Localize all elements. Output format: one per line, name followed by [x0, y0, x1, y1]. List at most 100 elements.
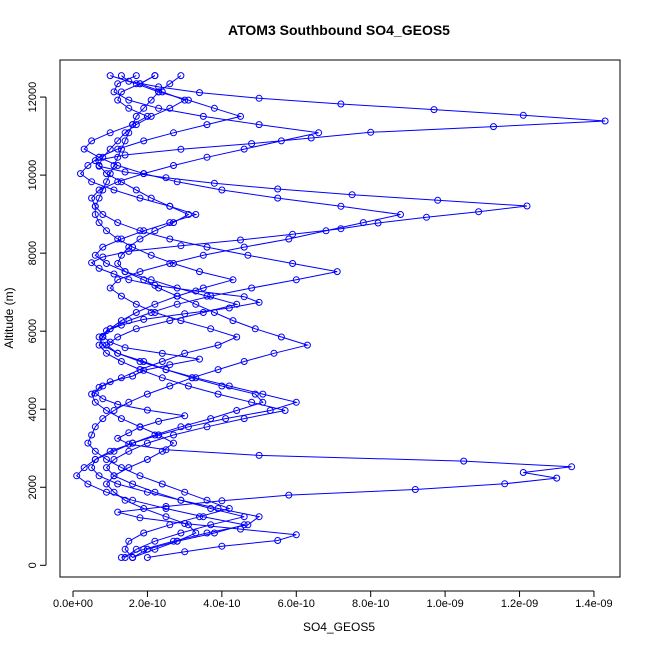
- data-point: [214, 505, 222, 512]
- data-point: [181, 548, 189, 556]
- data-point: [136, 423, 144, 431]
- data-point: [255, 451, 263, 459]
- data-point: [289, 230, 297, 238]
- data-point: [140, 137, 148, 145]
- x-tick-label: 4.0e-10: [203, 598, 240, 610]
- data-point: [143, 406, 151, 414]
- data-point: [367, 128, 375, 136]
- data-point: [117, 145, 125, 153]
- data-point: [136, 366, 144, 374]
- data-point: [162, 174, 170, 182]
- data-point: [129, 243, 137, 251]
- data-point: [155, 104, 163, 112]
- data-point: [84, 480, 92, 488]
- data-point: [106, 170, 114, 178]
- data-point: [207, 505, 215, 512]
- data-point: [177, 242, 185, 250]
- data-point: [132, 72, 140, 80]
- data-point: [132, 545, 140, 553]
- data-point: [177, 72, 185, 80]
- data-point: [147, 96, 155, 104]
- data-point: [88, 178, 96, 186]
- data-point: [88, 464, 96, 472]
- data-point: [196, 89, 203, 97]
- data-point: [114, 260, 122, 267]
- data-point: [218, 382, 226, 390]
- data-point: [91, 398, 99, 406]
- data-point: [411, 486, 419, 493]
- data-point: [125, 96, 133, 104]
- data-point: [125, 317, 133, 325]
- y-tick-label: 12000: [27, 82, 39, 113]
- data-point: [140, 170, 148, 178]
- data-point: [255, 121, 263, 129]
- data-point: [110, 407, 118, 414]
- data-point: [114, 153, 122, 161]
- data-point: [192, 374, 200, 382]
- data-point: [110, 472, 118, 480]
- data-point: [147, 194, 155, 202]
- x-tick-label: 1.2e-09: [501, 598, 538, 610]
- data-point: [114, 80, 122, 88]
- data-point: [155, 417, 163, 425]
- data-point: [162, 505, 170, 512]
- data-point: [136, 235, 144, 243]
- data-point: [114, 178, 122, 186]
- data-point: [423, 213, 430, 221]
- data-point: [103, 349, 110, 357]
- data-point: [140, 366, 148, 374]
- data-point: [140, 505, 148, 512]
- data-point: [99, 415, 107, 423]
- data-point: [214, 366, 222, 374]
- data-point: [151, 72, 159, 80]
- data-point: [143, 390, 151, 398]
- data-point: [117, 292, 125, 300]
- data-point: [237, 112, 244, 120]
- data-point: [203, 529, 211, 537]
- data-point: [147, 309, 155, 316]
- data-point: [110, 186, 118, 194]
- data-point: [121, 137, 129, 145]
- data-point: [132, 112, 140, 120]
- data-point: [214, 341, 222, 349]
- data-point: [173, 292, 181, 300]
- data-point: [121, 168, 129, 176]
- data-point: [99, 253, 107, 261]
- data-point: [114, 508, 122, 516]
- data-point: [229, 317, 237, 325]
- data-point: [199, 251, 207, 259]
- data-point: [337, 100, 345, 108]
- data-point: [143, 554, 151, 561]
- data-point: [210, 309, 218, 316]
- data-point: [136, 80, 144, 88]
- data-point: [88, 431, 96, 439]
- data-point: [88, 137, 96, 145]
- data-point: [218, 186, 226, 194]
- data-point: [106, 284, 114, 292]
- data-point: [99, 211, 107, 218]
- data-point: [274, 194, 282, 202]
- series-6: [91, 72, 289, 561]
- x-tick-label: 0.0e+00: [53, 598, 93, 610]
- data-point: [222, 415, 230, 423]
- data-point: [95, 341, 103, 349]
- data-point: [114, 276, 122, 284]
- data-point: [88, 390, 96, 398]
- data-point: [103, 480, 110, 488]
- data-point: [95, 383, 103, 391]
- data-point: [140, 529, 148, 537]
- data-point: [292, 398, 300, 406]
- data-point: [136, 268, 144, 276]
- data-point: [99, 153, 107, 161]
- x-tick-label: 1.4e-09: [575, 598, 612, 610]
- data-point: [129, 554, 137, 561]
- data-point: [158, 447, 166, 455]
- y-tick-label: 4000: [27, 397, 39, 421]
- data-point: [132, 325, 140, 333]
- data-point: [322, 227, 330, 235]
- series-layer: [73, 72, 609, 561]
- data-point: [240, 415, 248, 423]
- data-point: [117, 554, 125, 561]
- data-point: [95, 194, 103, 202]
- data-point: [132, 300, 140, 308]
